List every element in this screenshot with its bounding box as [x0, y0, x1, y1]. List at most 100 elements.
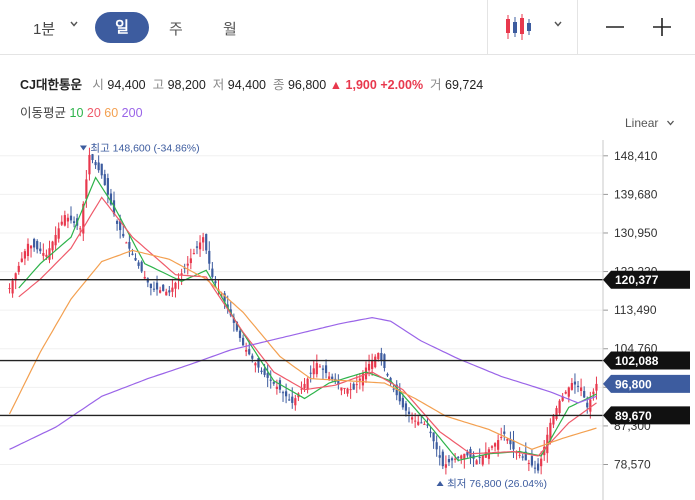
candle-body	[552, 415, 555, 425]
candle-body	[125, 242, 128, 244]
candle-body	[103, 174, 106, 186]
candle-body	[198, 242, 202, 250]
candle-body	[205, 234, 208, 251]
change-value: 1,900	[345, 78, 377, 92]
candle-body	[260, 370, 263, 372]
candle-body	[367, 363, 371, 371]
ma-line-200	[9, 316, 597, 450]
candle-body	[174, 282, 177, 289]
candle-body	[527, 462, 530, 464]
candle-body	[195, 246, 199, 248]
candlestick-icon[interactable]	[503, 13, 533, 41]
candle-body	[266, 373, 269, 378]
candle-body	[48, 248, 51, 260]
stock-name: CJ대한통운	[20, 78, 82, 92]
candle-body	[500, 436, 503, 438]
candle-body	[352, 383, 355, 390]
candle-body	[17, 265, 20, 273]
candle-body	[463, 453, 466, 460]
candle-body	[380, 353, 383, 361]
candle-body	[248, 349, 251, 355]
candle-body	[72, 221, 76, 224]
tab-day[interactable]: 일	[95, 12, 149, 43]
min-marker-icon	[436, 481, 444, 486]
volume-label: 거	[430, 78, 442, 92]
candle-body	[162, 284, 165, 291]
candle-body	[386, 373, 389, 376]
candle-body	[475, 460, 478, 465]
candle-body	[493, 443, 497, 447]
candle-body	[331, 376, 334, 380]
candle-body	[303, 383, 306, 389]
ma-label: 이동평균	[20, 106, 67, 120]
candle-body	[358, 378, 361, 381]
candle-body	[36, 241, 39, 250]
minimize-icon[interactable]	[600, 12, 630, 42]
stock-info-bar: CJ대한통운 시 94,400 고 98,200 저 94,400 종 96,8…	[20, 74, 483, 93]
max-marker-icon	[79, 145, 87, 151]
ma-60[interactable]: 60	[104, 106, 119, 120]
candle-body	[567, 387, 570, 397]
candle-body	[257, 358, 260, 368]
candle-body	[328, 376, 331, 380]
candle-body	[466, 452, 469, 456]
candle-body	[343, 388, 346, 390]
candle-body	[414, 420, 417, 422]
candle-body	[521, 456, 524, 458]
candle-body	[337, 380, 340, 385]
scale-label: Linear	[625, 116, 659, 130]
candle-body	[306, 378, 309, 390]
candle-body	[450, 458, 454, 461]
candle-body	[272, 382, 275, 384]
moving-average-legend: 이동평균 10 20 60 200	[20, 102, 143, 121]
candle-body	[106, 178, 109, 195]
candle-body	[26, 243, 30, 257]
candle-body	[140, 261, 143, 272]
y-tick-label: 78,570	[614, 458, 651, 472]
candle-body	[395, 384, 398, 396]
chevron-down-icon[interactable]	[554, 20, 562, 28]
candle-body	[238, 330, 242, 338]
candle-body	[490, 446, 494, 448]
ma-20[interactable]: 20	[86, 106, 101, 120]
candle-body	[361, 373, 365, 386]
level-price-tag	[603, 270, 690, 289]
candle-body	[512, 440, 515, 450]
tab-week[interactable]: 주	[169, 21, 183, 38]
up-triangle-icon: ▲	[329, 78, 343, 92]
candle-body	[392, 388, 395, 390]
low-value: 94,400	[227, 78, 267, 92]
open-label: 시	[92, 78, 104, 92]
scale-select[interactable]: Linear	[625, 116, 675, 130]
ma-200[interactable]: 200	[121, 106, 143, 120]
candle-body	[564, 391, 567, 394]
chevron-down-icon	[666, 120, 674, 126]
candle-body	[159, 290, 162, 293]
candle-body	[20, 258, 23, 262]
candle-body	[294, 398, 297, 406]
candle-body	[497, 440, 500, 450]
candle-body	[45, 254, 48, 257]
candle-body	[595, 383, 598, 391]
candle-body	[88, 154, 91, 175]
ma-10[interactable]: 10	[69, 106, 84, 120]
candle-body	[51, 241, 54, 251]
max-annotation: 최고 148,600 (-34.86%)	[90, 143, 199, 155]
min-annotation: 최저 76,800 (26.04%)	[447, 478, 547, 490]
period-select[interactable]: 1분	[33, 21, 56, 38]
candle-body	[23, 251, 27, 259]
candle-body	[119, 221, 122, 231]
candle-body	[401, 397, 404, 408]
candle-body	[63, 215, 66, 226]
y-tick-label: 113,490	[614, 303, 657, 317]
candle-body	[69, 215, 73, 221]
ma-line-20	[18, 196, 597, 457]
candle-body	[583, 391, 586, 398]
candle-body	[460, 455, 463, 459]
candle-body	[134, 257, 137, 261]
chevron-down-icon[interactable]	[70, 20, 78, 28]
tab-month[interactable]: 월	[223, 21, 237, 38]
plus-icon[interactable]	[647, 12, 677, 42]
candle-body	[592, 391, 595, 395]
candle-body	[254, 363, 257, 366]
